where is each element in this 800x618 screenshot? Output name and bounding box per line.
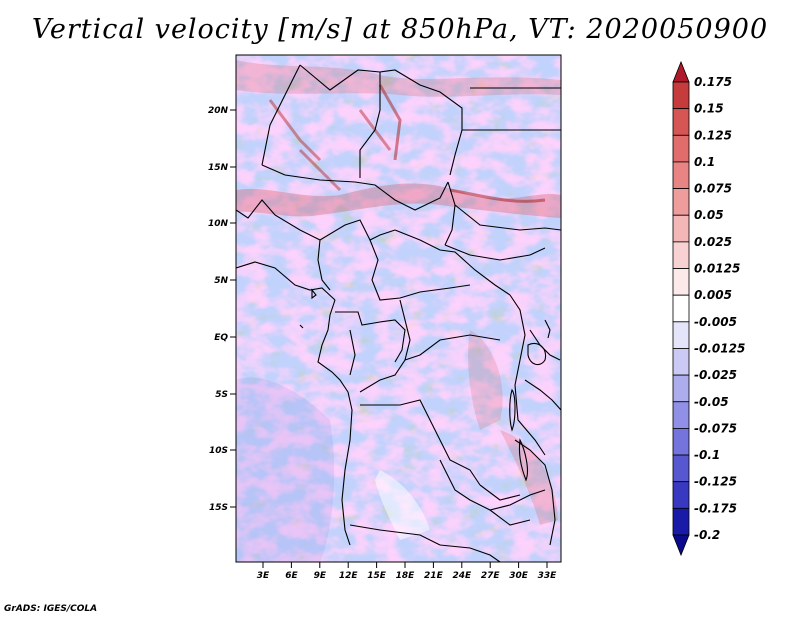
lon-label: 3E: [257, 571, 270, 581]
colorbar-label: -0.125: [694, 475, 737, 489]
colorbar-segment: [672, 401, 690, 429]
lon-label: 15E: [367, 571, 387, 581]
longitude-axis: 3E 6E 9E 12E 15E 18E 21E 24E 27E 30E 33E: [257, 562, 557, 581]
colorbar-segment: [672, 428, 690, 456]
colorbar-segment: [672, 161, 690, 189]
colorbar-label: -0.175: [694, 501, 737, 515]
colorbar-segment: [672, 454, 690, 483]
lon-label: 6E: [285, 571, 298, 581]
colorbar-segment: [672, 507, 690, 536]
lat-label: EQ: [214, 333, 228, 343]
colorbar-label: 0.125: [694, 128, 732, 142]
latitude-axis: 20N 15N 10N 5N EQ 5S 10S 15S: [208, 106, 236, 513]
plot-frame: [235, 54, 562, 563]
colorbar-segment: [672, 134, 690, 163]
colorbar-segment: [672, 374, 690, 403]
colorbar-segment: [672, 348, 690, 376]
colorbar-label: -0.075: [694, 421, 737, 435]
colorbar-label: -0.005: [694, 315, 737, 329]
lon-label: 24E: [452, 571, 472, 581]
colorbar-segment: [672, 188, 690, 216]
lat-label: 10S: [209, 446, 228, 456]
colorbar-bottom-arrow: [672, 534, 690, 557]
lon-label: 27E: [481, 571, 501, 581]
map-title: Vertical velocity [m/s] at 850hPa, VT: 2…: [31, 14, 769, 45]
colorbar-segment: [672, 214, 690, 243]
lat-label: 5S: [215, 390, 228, 400]
lon-label: 18E: [396, 571, 416, 581]
colorbar-label: 0.005: [694, 288, 732, 302]
country-borders: [236, 64, 561, 562]
lat-label: 20N: [208, 106, 229, 116]
colorbar-label: 0.1: [694, 155, 715, 169]
grads-credit: GrADS: IGES/COLA: [4, 604, 98, 614]
colorbar-segment: [672, 481, 690, 509]
colorbar-segment: [672, 268, 690, 296]
colorbar-segment: [672, 108, 690, 136]
lat-label: 10N: [208, 219, 229, 229]
colorbar-segment: [672, 321, 690, 349]
colorbar-top-arrow: [672, 60, 690, 83]
colorbar-segment: [672, 294, 690, 323]
colorbar: 0.175 0.15 0.125 0.1 0.075 0.05 0.025 0.0125 0.0…: [672, 60, 745, 557]
colorbar-segment: [672, 241, 690, 269]
colorbar-label: 0.075: [694, 182, 732, 196]
colorbar-label: -0.05: [694, 395, 729, 409]
lat-label: 15N: [208, 163, 229, 173]
lon-label: 12E: [339, 571, 359, 581]
lat-label: 15S: [209, 503, 228, 513]
colorbar-label: -0.025: [694, 368, 737, 382]
lat-label: 5N: [214, 276, 228, 286]
colorbar-label: -0.2: [694, 528, 720, 542]
colorbar-label: -0.1: [694, 448, 720, 462]
colorbar-segment: [672, 81, 690, 110]
lon-label: 33E: [538, 571, 558, 581]
colorbar-label: 0.15: [694, 102, 724, 116]
colorbar-label: 0.0125: [694, 262, 740, 276]
colorbar-label: 0.025: [694, 235, 732, 249]
colorbar-label: 0.175: [694, 75, 732, 89]
lon-label: 30E: [509, 571, 529, 581]
colorbar-label: 0.05: [694, 208, 724, 222]
lon-label: 9E: [314, 571, 327, 581]
velocity-field: [236, 55, 561, 562]
colorbar-label: -0.0125: [694, 341, 745, 355]
lon-label: 21E: [424, 571, 444, 581]
